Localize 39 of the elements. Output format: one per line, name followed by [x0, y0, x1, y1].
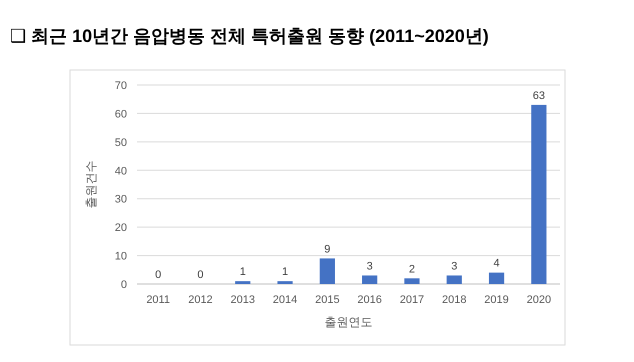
data-label: 3 — [451, 260, 458, 272]
bar — [404, 278, 420, 284]
y-tick-label: 10 — [114, 250, 127, 263]
data-label: 63 — [532, 90, 545, 102]
x-tick-label: 2018 — [442, 294, 466, 306]
y-tick-label: 40 — [114, 165, 127, 178]
data-label: 3 — [366, 260, 373, 272]
y-tick-label: 0 — [120, 279, 127, 291]
x-tick-label: 2015 — [315, 294, 340, 306]
x-tick-label: 2011 — [146, 294, 170, 306]
x-tick-label: 2020 — [526, 294, 552, 306]
x-tick-label: 2014 — [272, 294, 298, 306]
bar — [362, 275, 378, 284]
bar — [235, 281, 250, 284]
bar — [488, 272, 504, 284]
x-tick-label: 2012 — [188, 294, 213, 306]
data-label: 2 — [408, 263, 416, 276]
data-label: 0 — [197, 269, 204, 281]
bar — [446, 275, 462, 284]
x-tick-label: 2016 — [357, 294, 382, 306]
x-tick-label: 2017 — [400, 294, 424, 306]
y-tick-label: 60 — [114, 108, 127, 120]
y-tick-label: 70 — [114, 80, 127, 92]
bar — [277, 281, 293, 284]
x-tick-label: 2013 — [230, 294, 255, 306]
data-label: 4 — [493, 258, 500, 270]
y-tick-label: 50 — [114, 136, 127, 149]
data-label: 9 — [324, 243, 330, 256]
chart-title: ❑ 최근 10년간 음압병동 전체 특허출원 동향 (2011~2020년) — [10, 26, 489, 46]
data-label: 1 — [240, 266, 246, 278]
y-tick-label: 20 — [114, 222, 127, 234]
data-label: 1 — [282, 266, 288, 278]
x-axis-title: 출원연도 — [324, 315, 372, 329]
x-tick-label: 2019 — [484, 294, 509, 306]
y-tick-label: 30 — [114, 194, 127, 206]
bar — [531, 104, 546, 284]
y-axis-title: 출원건수 — [84, 160, 98, 208]
data-label: 0 — [155, 269, 162, 281]
bar — [320, 258, 335, 284]
